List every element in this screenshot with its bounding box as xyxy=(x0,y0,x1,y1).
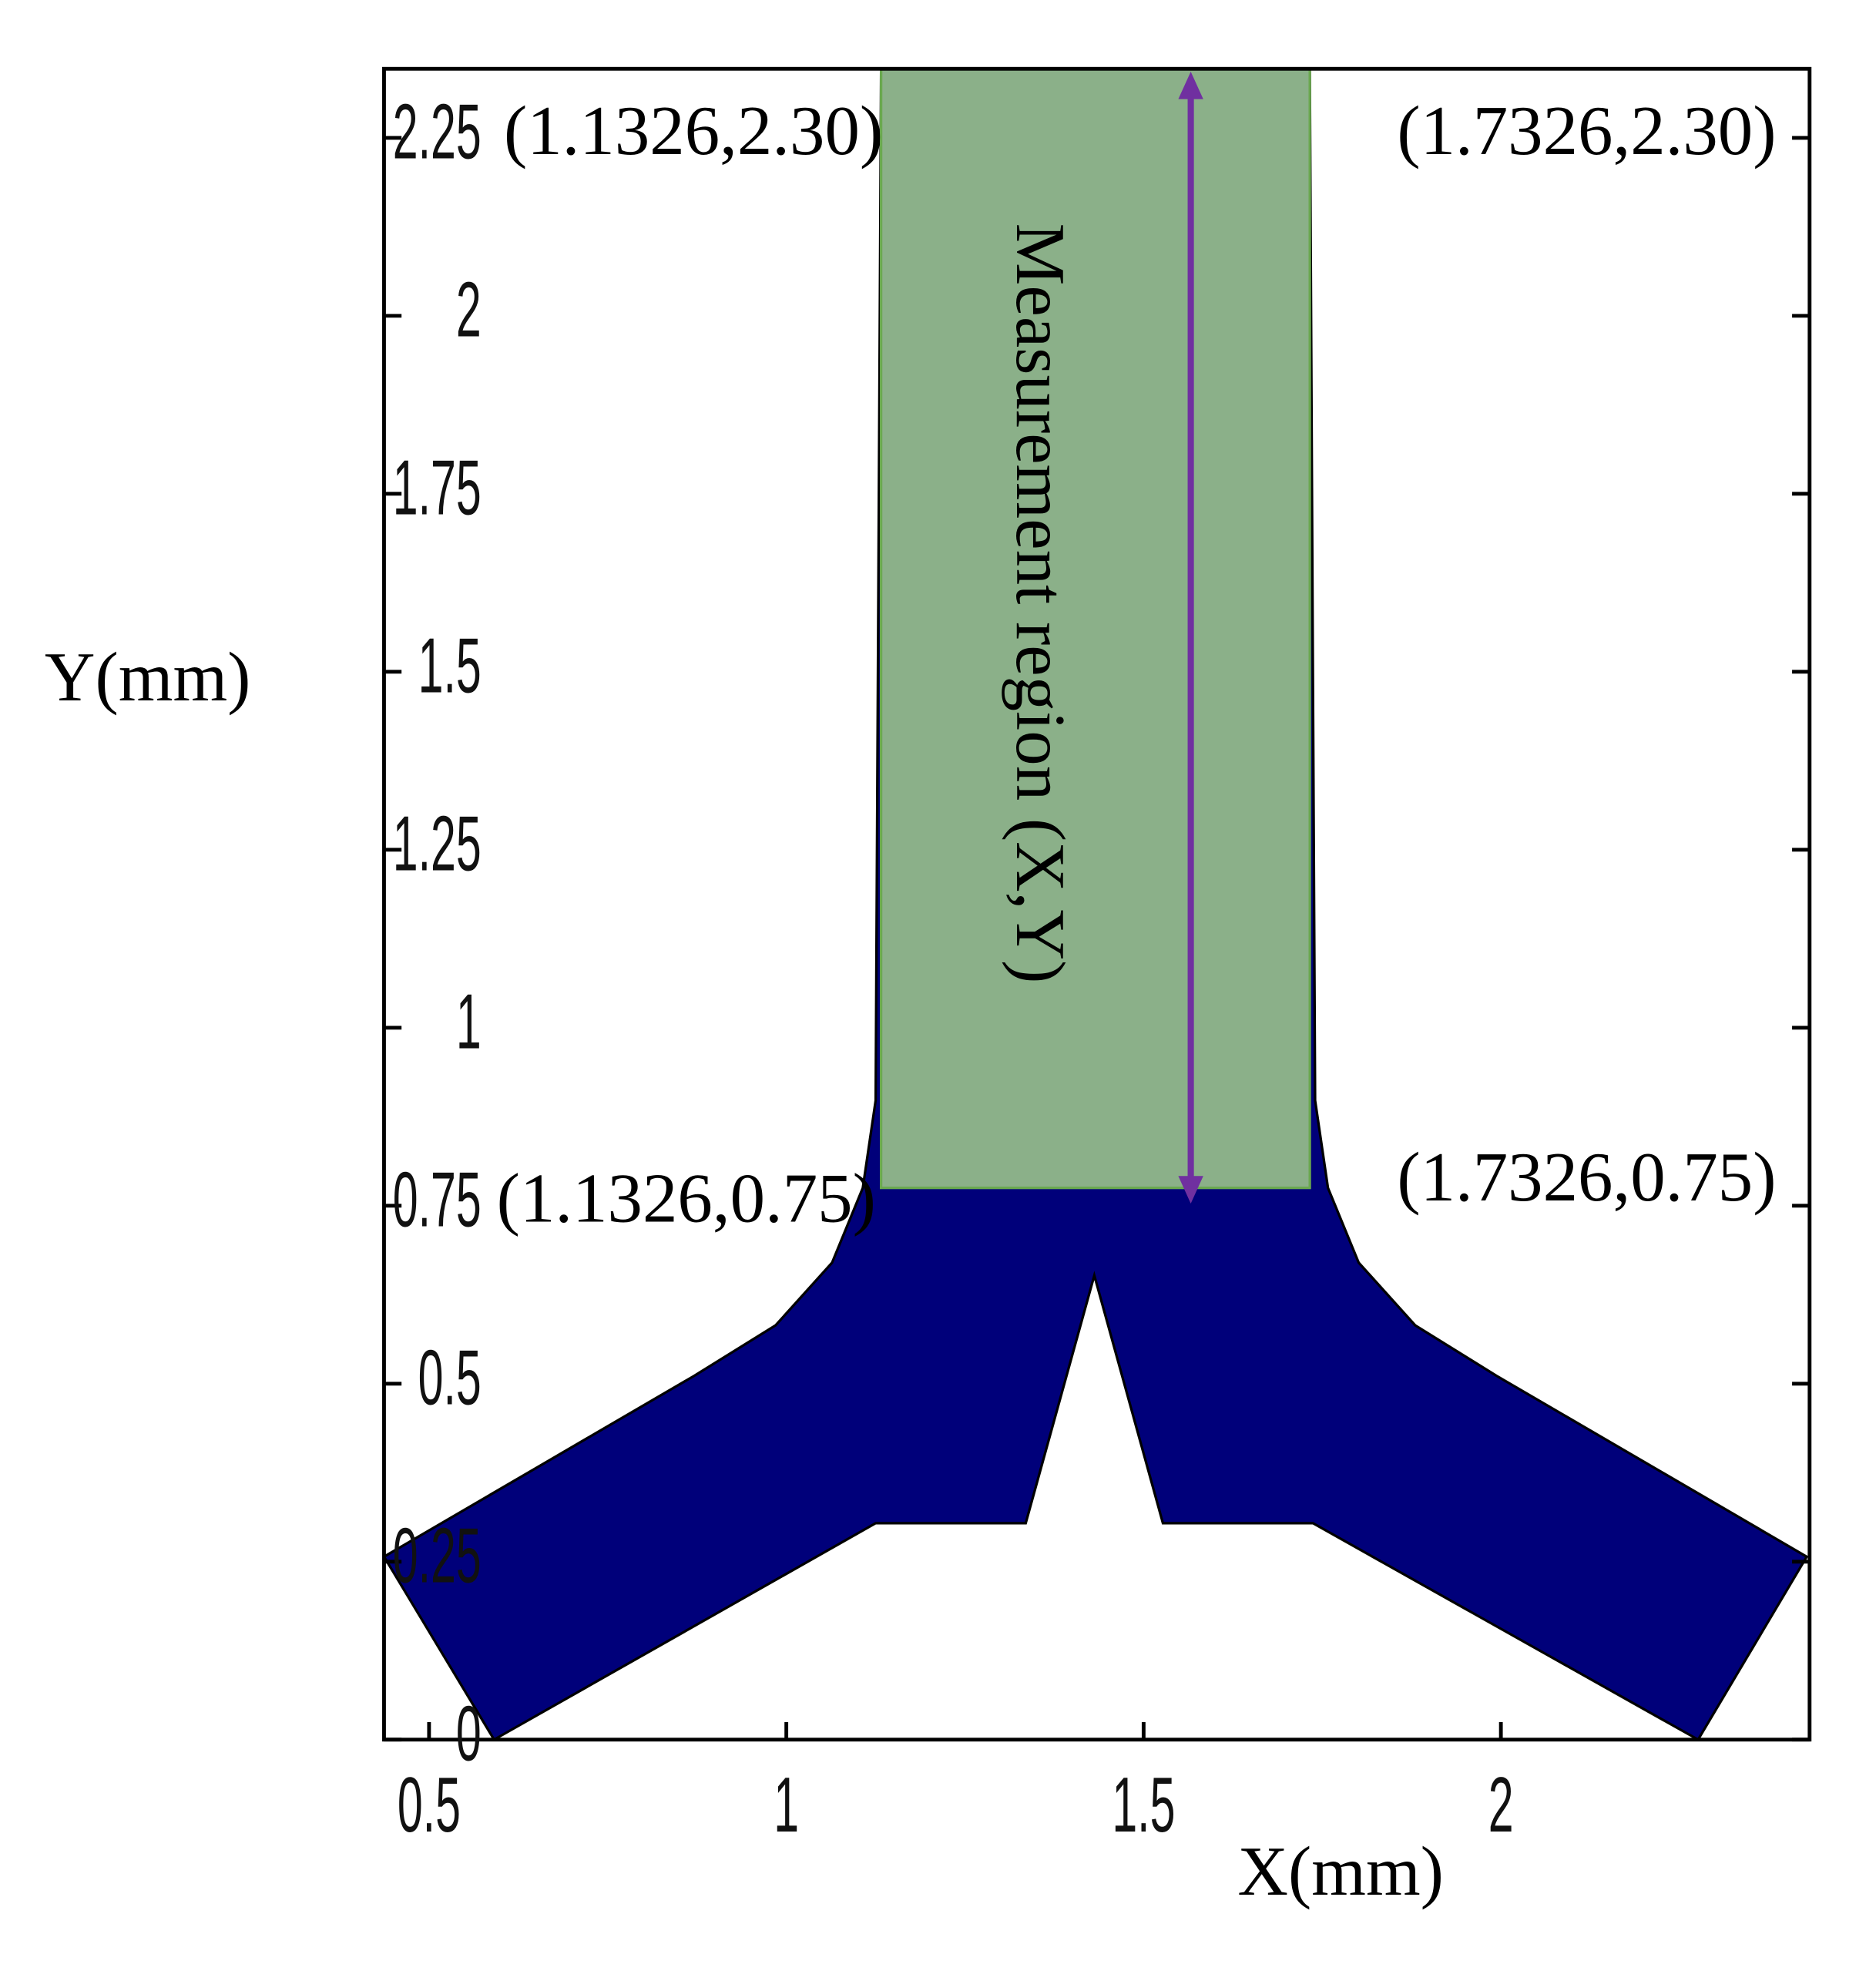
x-axis-label: X(mm) xyxy=(1237,1832,1444,1910)
arrow-head xyxy=(1178,1176,1203,1204)
corner-label: (1.7326,0.75) xyxy=(1397,1138,1776,1216)
x-tick-label: 1.5 xyxy=(1112,1761,1175,1848)
y-tick-label: 2.25 xyxy=(393,88,482,176)
y-tick-label: 1.25 xyxy=(393,800,482,888)
x-tick-label: 2 xyxy=(1488,1761,1514,1848)
corner-label: (1.7326,2.30) xyxy=(1397,92,1776,170)
y-tick-label: 0.5 xyxy=(418,1334,482,1422)
y-tick-label: 2 xyxy=(456,266,482,354)
corner-label: (1.1326,0.75) xyxy=(497,1160,876,1237)
x-tick-label: 0.5 xyxy=(398,1761,461,1848)
y-tick-label: 1.5 xyxy=(418,622,482,710)
y-axis-label: Y(mm) xyxy=(45,638,251,716)
y-tick-label: 1.75 xyxy=(393,444,482,532)
measurement-region xyxy=(880,67,1311,1190)
y-tick-label: 0.75 xyxy=(393,1156,482,1244)
y-tick-label: 1 xyxy=(456,978,482,1066)
y-tick-label: 0 xyxy=(456,1690,482,1778)
y-tick-label: 0.25 xyxy=(393,1512,482,1600)
corner-label: (1.1326,2.30) xyxy=(504,92,883,170)
arrow-head xyxy=(1178,71,1203,99)
plot-frame xyxy=(382,66,1812,1742)
x-tick-label: 1 xyxy=(774,1761,799,1848)
region-label: Measurement region (X,Y) xyxy=(1002,223,1079,984)
